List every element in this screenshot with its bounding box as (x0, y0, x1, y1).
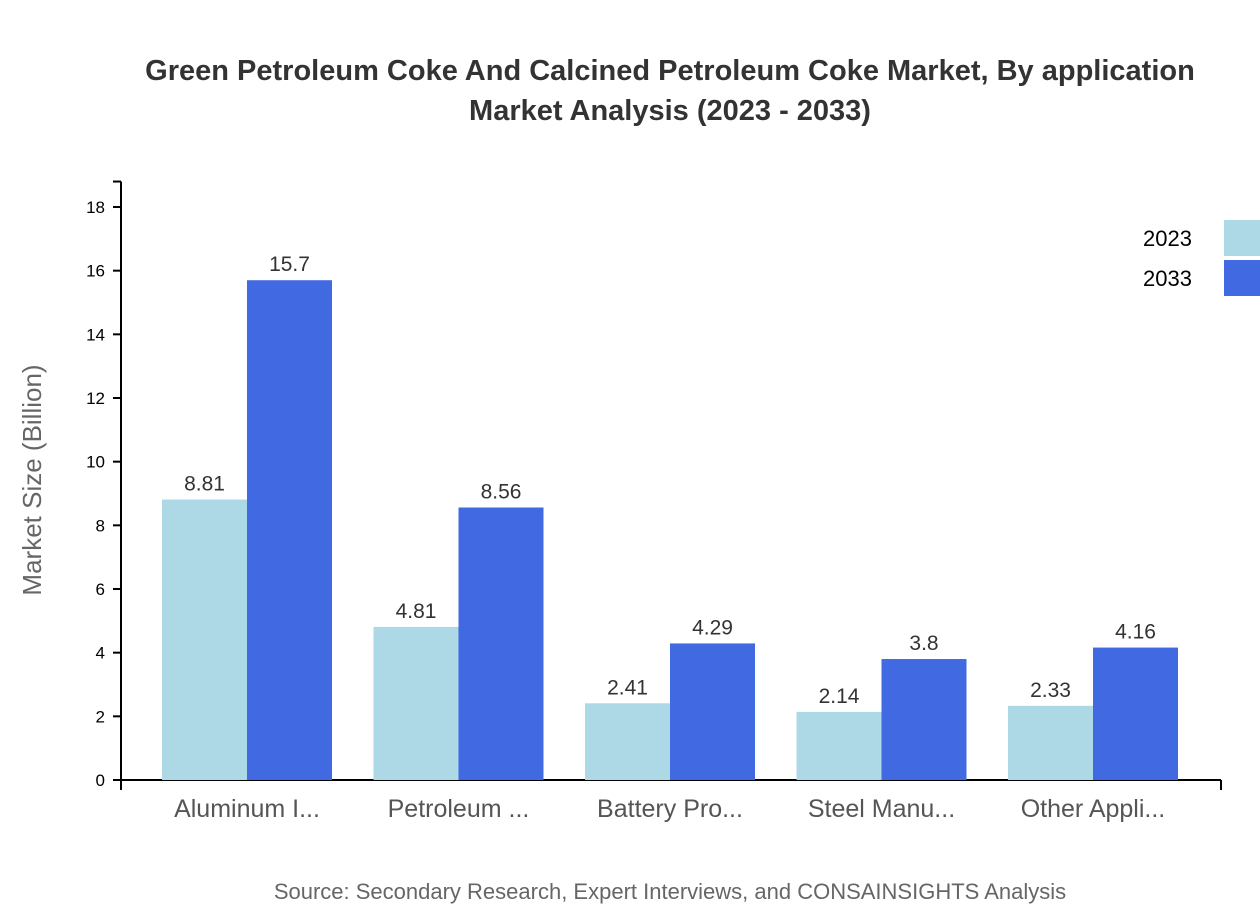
bar-2033 (670, 643, 755, 780)
bar-2023 (796, 711, 882, 780)
data-label: 2.33 (1030, 679, 1071, 702)
x-tick-label: Aluminum I... (174, 795, 320, 823)
bar-2023 (162, 499, 247, 780)
x-tick-label: Petroleum ... (388, 795, 530, 823)
bar-2023 (373, 626, 459, 780)
x-tick-label: Battery Pro... (597, 795, 743, 823)
legend-swatch-2023 (1224, 220, 1260, 256)
bar-2033 (458, 507, 544, 780)
y-tick-label: 12 (86, 389, 105, 408)
data-label: 4.81 (396, 600, 437, 623)
data-label: 8.81 (184, 473, 225, 496)
y-tick-label: 0 (96, 771, 105, 790)
legend-label: 2033 (1143, 266, 1192, 291)
y-tick-label: 14 (86, 325, 105, 344)
source-note: Source: Secondary Research, Expert Inter… (274, 879, 1066, 904)
bar-2033 (881, 659, 967, 780)
data-label: 15.7 (269, 253, 310, 276)
y-axis-title: Market Size (Billion) (17, 364, 47, 595)
legend-label: 2023 (1143, 226, 1192, 251)
legend-swatch-2033 (1224, 260, 1260, 296)
chart-title-line-2: Market Analysis (2023 - 2033) (469, 95, 871, 127)
data-label: 4.16 (1115, 621, 1156, 644)
y-tick-label: 10 (86, 453, 105, 472)
y-tick-label: 8 (96, 516, 105, 535)
x-tick-label: Other Appli... (1021, 795, 1166, 823)
chart-title-line-1: Green Petroleum Coke And Calcined Petrol… (145, 55, 1195, 87)
bar-2033 (1093, 647, 1178, 780)
y-tick-label: 18 (86, 198, 105, 217)
data-label: 3.8 (909, 632, 938, 655)
data-label: 2.14 (819, 685, 860, 708)
bar-2023 (1008, 705, 1093, 780)
data-label: 4.29 (692, 616, 733, 639)
data-label: 2.41 (607, 676, 648, 699)
y-tick-label: 2 (96, 707, 105, 726)
y-tick-label: 4 (96, 644, 105, 663)
x-tick-label: Steel Manu... (808, 795, 955, 823)
bar-2023 (585, 703, 670, 780)
data-label: 8.56 (481, 481, 522, 504)
y-tick-label: 16 (86, 262, 105, 281)
bar-2033 (247, 280, 332, 780)
y-tick-label: 6 (96, 580, 105, 599)
